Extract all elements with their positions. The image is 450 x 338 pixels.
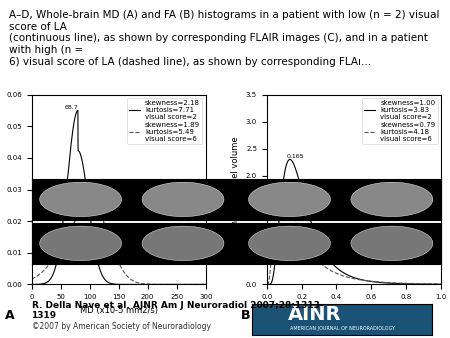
Text: 68.7: 68.7 <box>64 105 78 111</box>
X-axis label: FA: FA <box>349 306 359 315</box>
Text: R. Della Nave et al. AJNR Am J Neuroradiol 2007;28:1313-
1319: R. Della Nave et al. AJNR Am J Neuroradi… <box>32 301 323 320</box>
Legend: skewness=1.00
kurtosis=3.83
visual score=2, skewness=0.79
kurtosis=4.18
visual s: skewness=1.00 kurtosis=3.83 visual score… <box>362 98 437 144</box>
Y-axis label: Normalised voxel volume: Normalised voxel volume <box>231 136 240 243</box>
Text: B: B <box>241 309 250 321</box>
Ellipse shape <box>351 182 433 217</box>
Ellipse shape <box>142 226 224 261</box>
Ellipse shape <box>351 226 433 261</box>
Text: ©2007 by American Society of Neuroradiology: ©2007 by American Society of Neuroradiol… <box>32 322 211 331</box>
Ellipse shape <box>248 226 330 261</box>
Ellipse shape <box>248 182 330 217</box>
Ellipse shape <box>40 182 122 217</box>
Text: AMERICAN JOURNAL OF NEURORADIOLOGY: AMERICAN JOURNAL OF NEURORADIOLOGY <box>289 326 395 331</box>
Text: AINR: AINR <box>288 305 342 324</box>
Text: C: C <box>19 194 27 204</box>
Ellipse shape <box>40 226 122 261</box>
Text: A: A <box>5 309 15 321</box>
Text: 0.165: 0.165 <box>287 154 304 160</box>
Text: D: D <box>19 238 27 248</box>
Text: A–D, Whole-brain MD (A) and FA (B) histograms in a patient with low (n = 2) visu: A–D, Whole-brain MD (A) and FA (B) histo… <box>9 10 440 67</box>
Text: 0.226: 0.226 <box>310 235 327 240</box>
Legend: skewness=2.18
kurtosis=7.71
visual score=2, skewness=1.89
kurtosis=5.49
visual s: skewness=2.18 kurtosis=7.71 visual score… <box>127 98 202 144</box>
Text: 83.9: 83.9 <box>82 200 96 206</box>
X-axis label: MD (x10-5 mm2/s): MD (x10-5 mm2/s) <box>80 306 158 315</box>
Ellipse shape <box>142 182 224 217</box>
